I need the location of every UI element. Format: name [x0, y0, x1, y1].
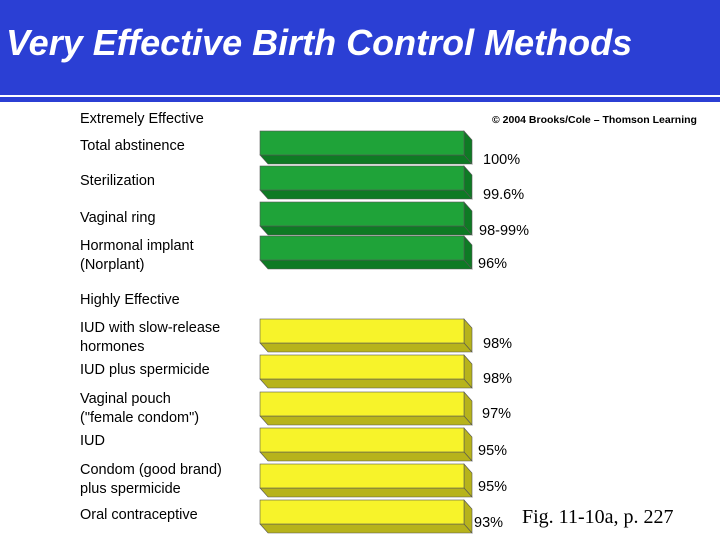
bar-bottom	[259, 189, 473, 200]
bar-front	[259, 130, 465, 156]
slide-title: Very Effective Birth Control Methods	[6, 22, 633, 63]
bar-value-label: 100%	[483, 152, 520, 168]
bar-value-label: 98-99%	[479, 223, 529, 239]
bar	[259, 235, 473, 270]
bar-bottom	[259, 415, 473, 426]
bar	[259, 463, 473, 498]
bar-front	[259, 499, 465, 525]
bar-value-label: 96%	[478, 256, 507, 272]
bar-bottom	[259, 342, 473, 353]
method-label: IUD with slow-release hormones	[80, 320, 221, 355]
bar-bottom	[259, 154, 473, 165]
bar	[259, 391, 473, 426]
bar-front	[259, 318, 465, 344]
bar	[259, 499, 473, 534]
figure-reference: Fig. 11-10a, p. 227	[522, 506, 674, 528]
bar	[259, 354, 473, 389]
bar-front	[259, 463, 465, 489]
bar-value-label: 99.6%	[483, 187, 524, 203]
method-label: Total abstinence	[80, 138, 185, 154]
bar-bottom	[259, 523, 473, 534]
bar-value-label: 98%	[483, 336, 512, 352]
bar-value-label: 93%	[474, 515, 503, 531]
title-bar	[0, 0, 720, 91]
bar	[259, 130, 473, 165]
bar-value-label: 95%	[478, 479, 507, 495]
group-heading-extremely-effective: Extremely Effective	[80, 111, 204, 127]
bar-front	[259, 391, 465, 417]
bar-bottom	[259, 451, 473, 462]
bar-front	[259, 165, 465, 191]
bar-front	[259, 201, 465, 227]
bar	[259, 427, 473, 462]
bar-front	[259, 427, 465, 453]
bar-front	[259, 235, 465, 261]
method-label: IUD plus spermicide	[80, 362, 210, 378]
title-divider	[0, 91, 720, 95]
method-label: Oral contraceptive	[80, 507, 198, 523]
bar-bottom	[259, 259, 473, 270]
bar-bottom	[259, 225, 473, 236]
bar-value-label: 97%	[482, 406, 511, 422]
method-label: Sterilization	[80, 173, 155, 189]
title-divider-lower	[0, 97, 720, 102]
title-divider-gap	[0, 95, 720, 97]
bar-value-label: 95%	[478, 443, 507, 459]
bar-front	[259, 354, 465, 380]
method-label: Hormonal implant (Norplant)	[80, 238, 194, 273]
bar	[259, 201, 473, 236]
method-label: IUD	[80, 433, 105, 449]
method-label: Vaginal ring	[80, 210, 156, 226]
method-label: Condom (good brand) plus spermicide	[80, 462, 222, 497]
copyright-notice: © 2004 Brooks/Cole – Thomson Learning	[492, 114, 697, 126]
bar	[259, 318, 473, 353]
group-heading-highly-effective: Highly Effective	[80, 292, 180, 308]
bar-value-label: 98%	[483, 371, 512, 387]
bar-bottom	[259, 378, 473, 389]
bar-bottom	[259, 487, 473, 498]
bar	[259, 165, 473, 200]
method-label: Vaginal pouch ("female condom")	[80, 391, 200, 426]
